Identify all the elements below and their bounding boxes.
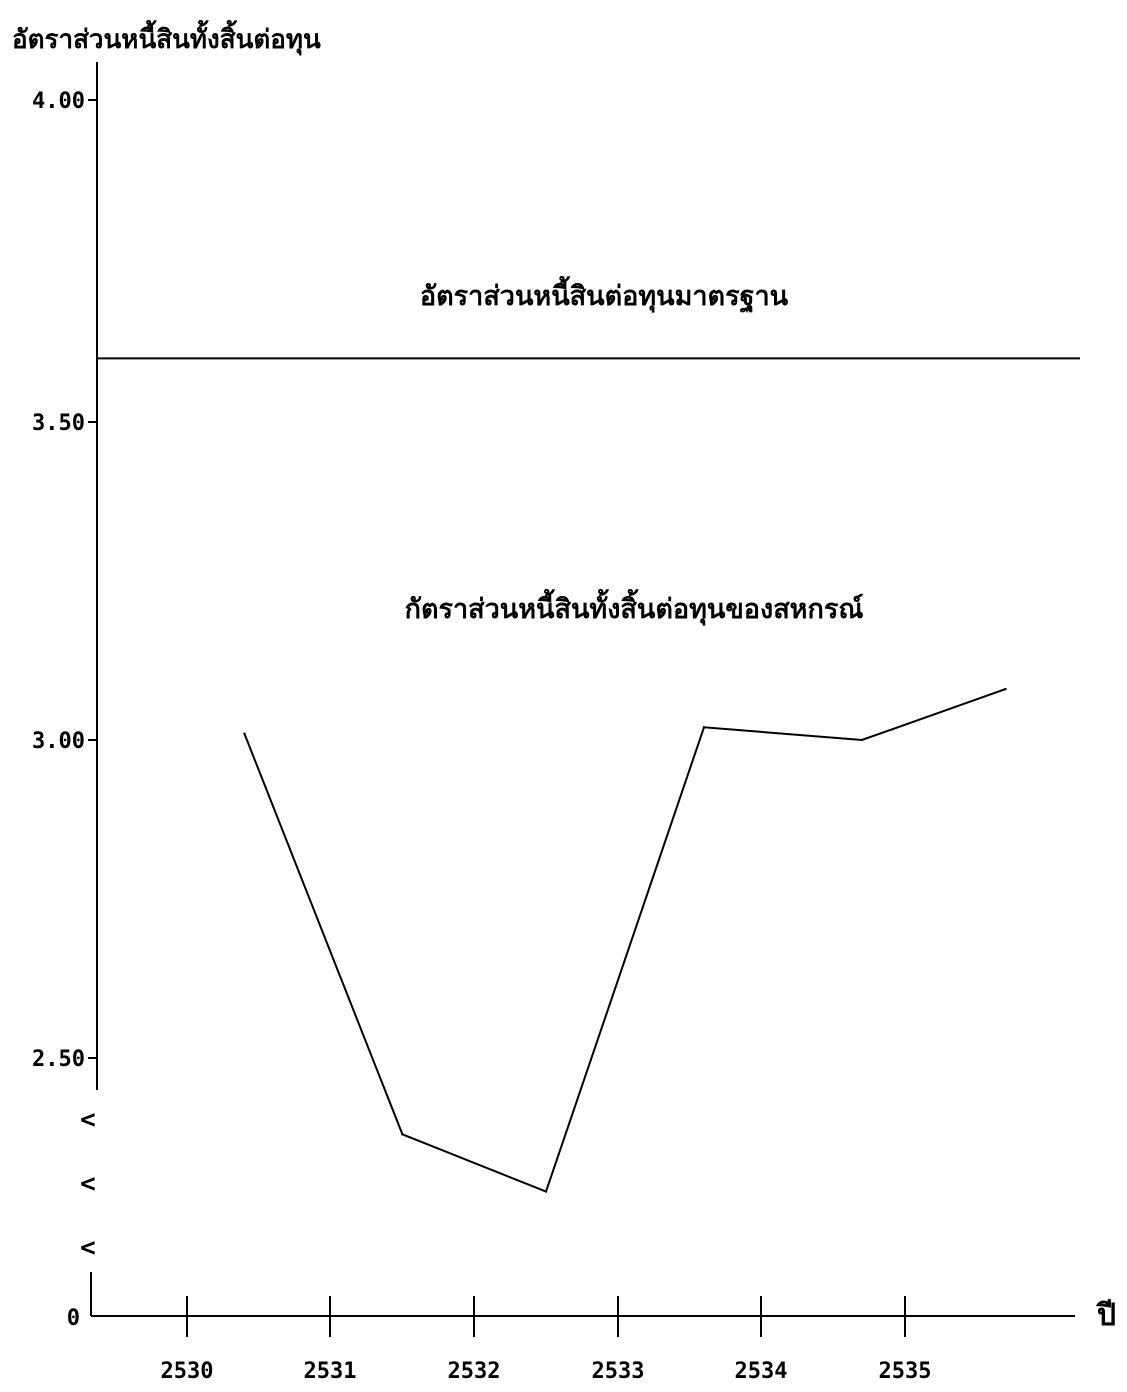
x-tick-label: 2535 [879,1359,932,1384]
x-tick-label: 2530 [161,1359,214,1384]
y-ticks: 4.00 3.50 3.00 2.50 0 [32,89,97,1331]
y-tick-label: 3.50 [32,411,85,436]
x-tick-label: 2534 [735,1359,788,1384]
series-label: กัตราส่วนหนี้สินทั้งสิ้นต่อทุนของสหกรณ์ [405,588,864,626]
axis-break: < < < [80,1105,96,1263]
axis-break-mark: < [80,1233,96,1263]
y-tick-label: 4.00 [32,89,85,114]
y-tick-label: 2.50 [32,1047,85,1072]
axis-break-mark: < [80,1169,96,1199]
x-ticks: 2530 2531 2532 2533 2534 2535 [161,1296,932,1384]
data-point [860,738,864,742]
y-axis-title: อัตราส่วนหนี้สินทั้งสิ้นต่อทุน [12,19,321,56]
axis-break-mark: < [80,1105,96,1135]
y-tick-label: 3.00 [32,729,85,754]
data-point [401,1133,404,1136]
x-tick-label: 2531 [304,1359,357,1384]
series-line [243,688,1006,1193]
x-tick-label: 2533 [592,1359,645,1384]
data-point [243,732,246,735]
data-point [544,1190,548,1193]
data-point [702,726,706,729]
data-point [1004,687,1007,691]
x-axis-title: ปี [1095,1298,1116,1333]
series-0 [243,687,1007,1193]
x-tick-label: 2532 [448,1359,501,1384]
reference-line-label: อัตราส่วนหนี้สินต่อทุนมาตรฐาน [420,275,789,314]
y-tick-label: 0 [67,1306,80,1331]
